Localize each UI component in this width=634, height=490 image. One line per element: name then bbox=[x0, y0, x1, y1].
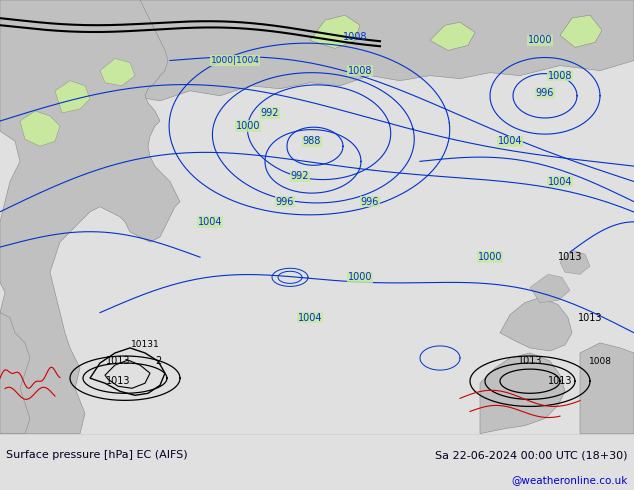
Text: 1013: 1013 bbox=[548, 376, 573, 386]
Polygon shape bbox=[430, 22, 475, 50]
Polygon shape bbox=[100, 58, 135, 86]
Text: 1013: 1013 bbox=[558, 252, 582, 262]
Polygon shape bbox=[0, 313, 30, 434]
Polygon shape bbox=[500, 297, 572, 351]
Text: 1004: 1004 bbox=[198, 217, 223, 227]
Text: 1008: 1008 bbox=[343, 32, 367, 42]
Polygon shape bbox=[0, 0, 180, 434]
Text: 996: 996 bbox=[536, 88, 554, 98]
Polygon shape bbox=[560, 15, 602, 48]
Text: 1008: 1008 bbox=[588, 357, 612, 366]
Text: Surface pressure [hPa] EC (AIFS): Surface pressure [hPa] EC (AIFS) bbox=[6, 450, 188, 460]
Text: 1008: 1008 bbox=[548, 71, 573, 81]
Polygon shape bbox=[55, 81, 90, 113]
Text: 996: 996 bbox=[361, 196, 379, 207]
Text: 996: 996 bbox=[276, 196, 294, 207]
Text: 1004: 1004 bbox=[298, 313, 322, 323]
Text: 992: 992 bbox=[261, 108, 279, 118]
Text: 1004: 1004 bbox=[498, 136, 522, 146]
Text: 988: 988 bbox=[303, 136, 321, 146]
Text: 1000: 1000 bbox=[236, 121, 260, 131]
Polygon shape bbox=[580, 343, 634, 434]
Text: 1013: 1013 bbox=[578, 313, 602, 323]
Text: 1013: 1013 bbox=[106, 376, 130, 386]
Polygon shape bbox=[530, 274, 570, 302]
Text: 1013: 1013 bbox=[106, 356, 130, 366]
Text: 1008: 1008 bbox=[348, 66, 372, 75]
Text: 1000: 1000 bbox=[527, 35, 552, 46]
Polygon shape bbox=[560, 250, 590, 274]
Text: Sa 22-06-2024 00:00 UTC (18+30): Sa 22-06-2024 00:00 UTC (18+30) bbox=[435, 450, 628, 460]
Text: 2: 2 bbox=[155, 356, 161, 366]
Text: 1013: 1013 bbox=[518, 356, 542, 366]
Text: 1004: 1004 bbox=[548, 176, 573, 187]
Text: 10131: 10131 bbox=[131, 341, 159, 349]
Polygon shape bbox=[310, 15, 360, 49]
Text: 1000: 1000 bbox=[478, 252, 502, 262]
Text: 1000|1004: 1000|1004 bbox=[210, 56, 259, 65]
Text: 992: 992 bbox=[291, 172, 309, 181]
Text: 1000: 1000 bbox=[348, 272, 372, 282]
Polygon shape bbox=[20, 111, 60, 146]
Text: @weatheronline.co.uk: @weatheronline.co.uk bbox=[511, 475, 628, 485]
Polygon shape bbox=[0, 0, 634, 109]
Polygon shape bbox=[480, 353, 565, 434]
